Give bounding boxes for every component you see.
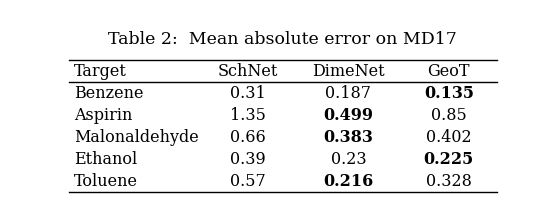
Text: Table 2:  Mean absolute error on MD17: Table 2: Mean absolute error on MD17	[108, 31, 458, 48]
